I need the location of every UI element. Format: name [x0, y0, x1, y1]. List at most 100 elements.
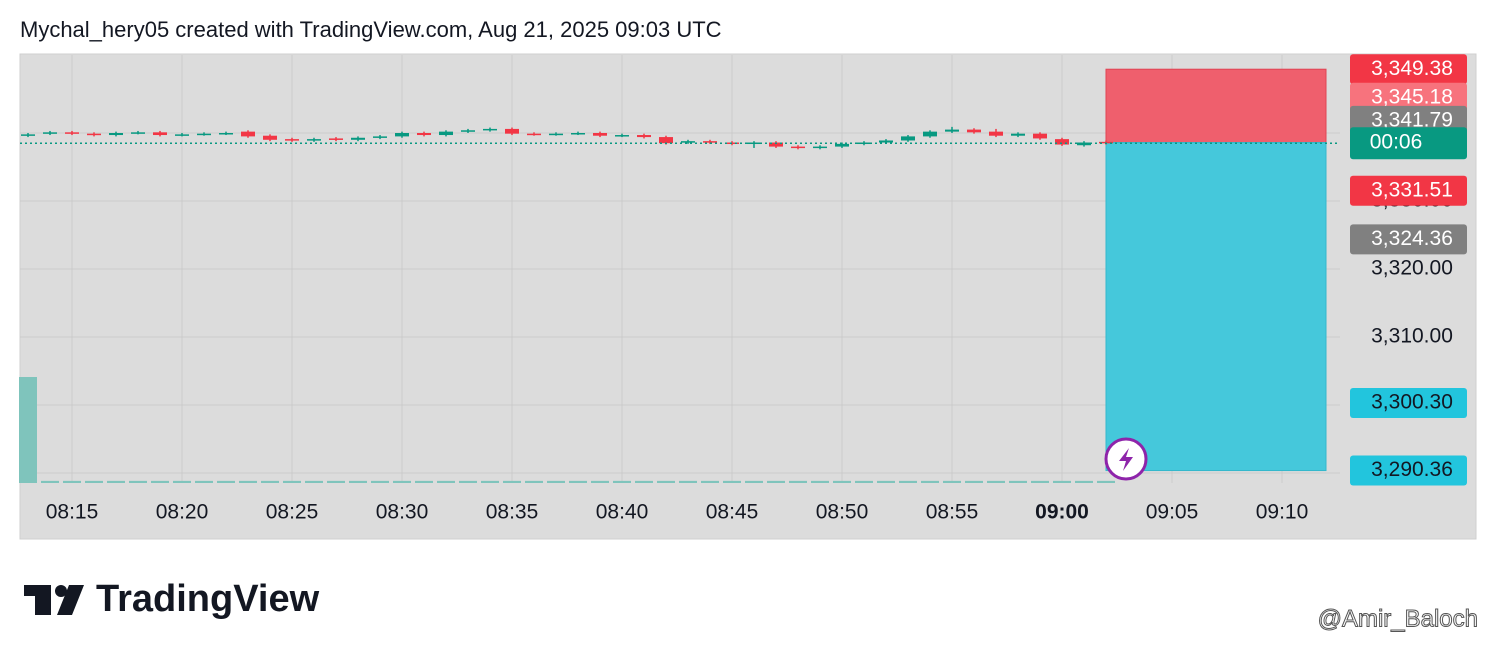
candle-body [571, 132, 585, 135]
candle-body [109, 132, 123, 136]
x-tick-label: 08:35 [486, 501, 539, 524]
volume-bar [151, 480, 169, 483]
plot [19, 68, 1340, 483]
price-tag [1350, 224, 1467, 255]
volume-bar [833, 480, 851, 483]
volume-bar [63, 480, 81, 483]
header: Mychal_hery05 created with TradingView.c… [20, 17, 722, 42]
volume-bar [657, 480, 675, 483]
candle-body [989, 131, 1003, 136]
volume-bar [745, 480, 763, 483]
candle-body [461, 130, 475, 132]
price-tag-label: 3,300.30 [1371, 391, 1453, 414]
volume-bar [393, 480, 411, 483]
price-tag [1350, 387, 1467, 418]
watermark: @Amir_Baloch [1318, 605, 1478, 632]
volume-bar [591, 480, 609, 483]
volume-bar [41, 480, 59, 483]
volume-bar [1009, 480, 1027, 483]
candle-body [549, 133, 563, 136]
price-tag-label: 3,290.36 [1371, 458, 1453, 481]
volume-bar [437, 480, 455, 483]
volume-bar [1075, 480, 1093, 483]
volume-bar [855, 480, 873, 483]
candle-body [21, 134, 35, 136]
x-tick-label: 09:00 [1035, 501, 1089, 524]
candle-body [703, 141, 717, 143]
candle-body [197, 133, 211, 136]
candle-body [263, 135, 277, 140]
volume-bar [261, 480, 279, 483]
volume-bar [129, 480, 147, 483]
x-tick-label: 08:15 [46, 501, 99, 524]
volume-bar [767, 480, 785, 483]
y-tick-label: 3,310.00 [1371, 325, 1453, 348]
volume-bar [239, 480, 257, 483]
candle-body [395, 132, 409, 137]
x-tick-label: 08:30 [376, 501, 429, 524]
x-tick-label: 08:40 [596, 501, 649, 524]
y-tick-label: 3,320.00 [1371, 257, 1453, 280]
candle-body [1033, 133, 1047, 139]
volume-bar [283, 480, 301, 483]
volume-bar [19, 377, 37, 483]
volume-bar [987, 480, 1005, 483]
volume-bar [723, 480, 741, 483]
candle-body [813, 146, 827, 149]
candle-body [351, 137, 365, 140]
candle-body [791, 146, 805, 149]
candle-body [747, 142, 761, 145]
volume-bar [503, 480, 521, 483]
volume-bar [679, 480, 697, 483]
candle-body [681, 141, 695, 143]
x-tick-label: 08:20 [156, 501, 209, 524]
x-tick-label: 09:05 [1146, 501, 1199, 524]
candle-body [505, 128, 519, 134]
volume-bar [525, 480, 543, 483]
candle-body [307, 139, 321, 141]
candle-body [329, 138, 343, 140]
candle-body [923, 131, 937, 137]
x-tick-label: 08:50 [816, 501, 869, 524]
candle-body [637, 135, 651, 138]
candle-body [593, 132, 607, 136]
countdown: 00:06 [1370, 131, 1423, 154]
candle-body [43, 132, 57, 134]
alert-icon-bolt [1119, 448, 1133, 471]
volume-bar [459, 480, 477, 483]
volume-bar [481, 480, 499, 483]
candle-body [1055, 139, 1069, 145]
candle-body [241, 131, 255, 137]
logo-mark [24, 585, 84, 615]
volume-bar [635, 480, 653, 483]
candle-body [483, 128, 497, 131]
stop-zone [1105, 68, 1327, 144]
volume-bar [217, 480, 235, 483]
candle-body [615, 135, 629, 137]
candle-body [901, 136, 915, 141]
candle-body [857, 142, 871, 145]
volume-bar [613, 480, 631, 483]
candle-body [1011, 133, 1025, 136]
last-price-tag [1350, 127, 1467, 160]
volume-bar [899, 480, 917, 483]
logo: TradingView [96, 578, 320, 620]
candle-body [967, 129, 981, 133]
price-tag [1350, 455, 1467, 486]
candle-body [417, 132, 431, 136]
volume-bar [1031, 480, 1049, 483]
price-tag-label: 3,349.38 [1371, 57, 1453, 80]
x-tick-label: 08:55 [926, 501, 979, 524]
target-zone [1105, 142, 1327, 472]
x-tick-label: 09:10 [1256, 501, 1309, 524]
candle-body [87, 133, 101, 136]
price-tag [1350, 54, 1467, 85]
price-tag-label: 3,331.51 [1371, 178, 1453, 201]
volume-bar [1053, 480, 1071, 483]
candle-body [439, 131, 453, 136]
volume-bar [371, 480, 389, 483]
candle-body [373, 136, 387, 138]
volume-bar [965, 480, 983, 483]
volume-bar [305, 480, 323, 483]
